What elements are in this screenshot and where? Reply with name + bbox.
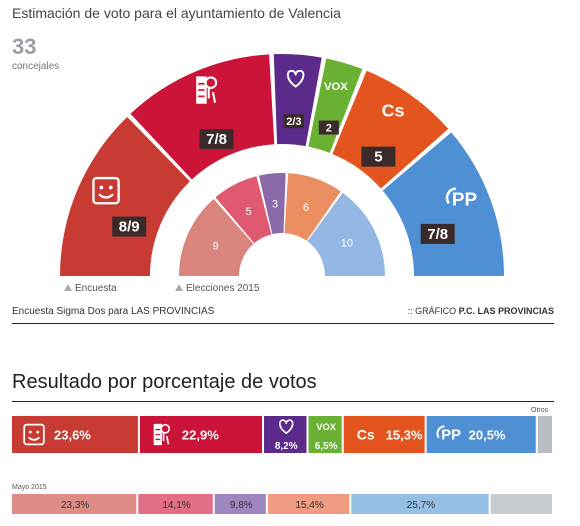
section-title: Resultado por porcentaje de votos	[12, 371, 317, 393]
encuesta-label-bg-3	[318, 120, 339, 135]
vox-icon: VOX	[324, 81, 348, 93]
encuesta-label-bg-2	[283, 114, 304, 129]
cs-icon: Cs	[357, 426, 375, 442]
chart-title: Estimación de voto para el ayuntamiento …	[12, 5, 341, 21]
mayo2015-bar-label-1: 14,1%	[162, 500, 190, 511]
encuesta-label-1: 7/8	[206, 131, 227, 148]
psoe-icon	[153, 423, 171, 446]
seats-total: 33	[12, 34, 37, 59]
vox-icon: VOX	[316, 422, 336, 432]
vote-share-bars: 23,6% 22,9% 8,2% VOX 6,5% Cs 15,3% PP 20,5% 23,3%…	[12, 416, 552, 514]
elecciones-label-3: 6	[303, 202, 309, 214]
mayo2015-bar-2	[214, 494, 266, 514]
encuesta-bar-label-2: 8,2%	[275, 441, 298, 452]
encuesta-segment-4	[332, 70, 449, 189]
psoe-icon	[196, 76, 218, 104]
encuesta-segment-5	[382, 132, 504, 276]
encuesta-label-bg-1	[199, 129, 234, 150]
elecciones-label-1: 5	[245, 206, 251, 218]
elecciones-segment-3	[284, 173, 341, 241]
encuesta-label-4: 5	[374, 149, 382, 166]
credit-prefix: :: GRÁFICO	[407, 306, 459, 316]
svg-text:VOX: VOX	[316, 422, 336, 432]
podemos-icon	[286, 69, 305, 88]
elecciones-label-2: 3	[272, 198, 278, 210]
elecciones-segment-4	[307, 192, 385, 276]
compromis-icon	[92, 176, 120, 205]
mayo2015-bar-5	[490, 494, 552, 514]
elecciones-segment-2	[258, 173, 286, 235]
source-note: Encuesta Sigma Dos para LAS PROVINCIAS	[12, 306, 215, 317]
credit-brand: P.C. LAS PROVINCIAS	[458, 306, 554, 316]
encuesta-label-bg-0	[112, 216, 147, 237]
elecciones-label-4: 10	[341, 238, 353, 250]
legend-encuesta: Encuesta	[64, 283, 117, 294]
svg-text:PP: PP	[452, 189, 477, 210]
encuesta-bar-label-3: 6,5%	[315, 441, 338, 452]
encuesta-bar-label-5: 20,5%	[469, 428, 506, 443]
legend-elecciones-label: Elecciones 2015	[186, 283, 260, 294]
encuesta-label-2: 2/3	[286, 116, 301, 128]
encuesta-bar-label-1: 22,9%	[182, 428, 219, 443]
encuesta-label-3: 2	[326, 123, 332, 135]
svg-text:VOX: VOX	[324, 81, 348, 93]
encuesta-label-bg-5	[420, 223, 455, 244]
encuesta-bar-6	[537, 416, 552, 453]
mayo2015-bar-label-2: 9,8%	[230, 500, 253, 511]
cs-icon: Cs	[382, 100, 405, 120]
legend-triangle-icon	[64, 284, 72, 291]
pp-icon: PP	[445, 187, 477, 210]
compromis-icon	[23, 423, 45, 446]
legend-encuesta-label: Encuesta	[75, 283, 117, 294]
mayo2015-bar-4	[351, 494, 489, 514]
mayo2015-bar-1	[138, 494, 213, 514]
elecciones-label-0: 9	[213, 241, 219, 253]
mayo2015-bar-0	[12, 494, 137, 514]
mayo2015-bar-3	[267, 494, 350, 514]
seats-label: concejales	[12, 61, 60, 72]
encuesta-bar-label-4: 15,3%	[386, 428, 423, 443]
mayo-2015-label: Mayo 2015	[12, 484, 47, 491]
divider-top	[12, 323, 554, 324]
section-divider	[12, 401, 554, 402]
mayo2015-bar-label-0: 23,3%	[61, 500, 89, 511]
encuesta-label-0: 8/9	[119, 219, 140, 236]
encuesta-bar-3	[308, 416, 342, 453]
mayo2015-bar-label-3: 15,4%	[295, 500, 323, 511]
legend-triangle-icon	[175, 284, 183, 291]
otros-label: Otros	[531, 407, 549, 414]
encuesta-label-5: 7/8	[427, 226, 448, 243]
encuesta-bar-0	[12, 416, 138, 453]
svg-text:Cs: Cs	[382, 100, 405, 120]
encuesta-bar-label-0: 23,6%	[54, 428, 91, 443]
elecciones-segment-1	[215, 176, 272, 244]
elecciones-segment-0	[179, 198, 254, 276]
mayo2015-bar-label-4: 25,7%	[407, 500, 435, 511]
spacer	[12, 364, 554, 366]
podemos-icon	[279, 419, 294, 435]
encuesta-bar-4	[343, 416, 425, 453]
svg-text:PP: PP	[441, 427, 461, 443]
encuesta-segment-0	[60, 116, 190, 276]
graphic-credit: :: GRÁFICO P.C. LAS PROVINCIAS	[408, 306, 554, 316]
pp-icon: PP	[436, 425, 461, 443]
svg-text:Cs: Cs	[357, 426, 375, 442]
encuesta-segment-1	[130, 54, 275, 180]
encuesta-label-bg-4	[361, 146, 396, 167]
encuesta-bar-5	[426, 416, 536, 453]
legend-elecciones: Elecciones 2015	[175, 283, 259, 294]
